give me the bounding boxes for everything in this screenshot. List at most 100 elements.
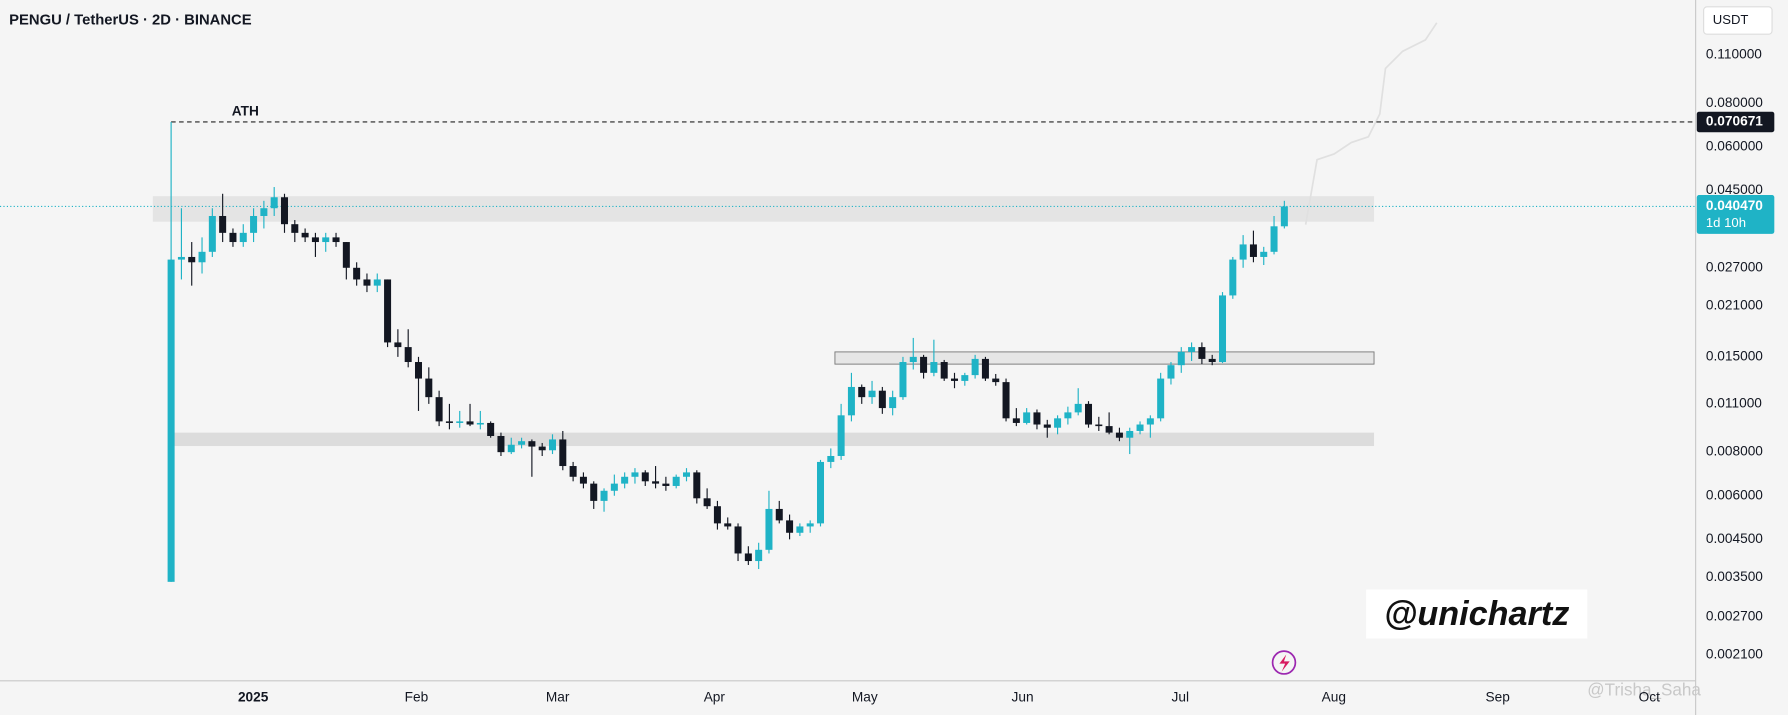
candle-body [188, 256, 196, 263]
candle-body [1229, 259, 1237, 296]
candle-body [1043, 424, 1051, 428]
candle-body [363, 279, 371, 286]
candle-body [260, 208, 268, 216]
ath-price-label: 0.070671 [1706, 114, 1763, 129]
candle-body [1012, 418, 1020, 423]
candle-body [992, 378, 1000, 383]
candle-body [961, 375, 969, 381]
candle-body [1188, 347, 1196, 352]
candle-body [806, 523, 814, 527]
candle-body [940, 362, 948, 379]
x-tick-label: 2025 [238, 689, 269, 704]
candle-body [600, 490, 608, 501]
candle-body [208, 215, 216, 252]
candle-body [1074, 403, 1082, 413]
candle-body [641, 472, 649, 482]
candle-body [682, 472, 691, 477]
y-tick-label: 0.011000 [1706, 395, 1762, 410]
candle-body [476, 422, 484, 425]
candle-body [744, 553, 752, 562]
chart-title: PENGU / TetherUS · 2D · BINANCE [9, 12, 252, 28]
candle-body [414, 362, 423, 379]
candle-body [590, 483, 598, 501]
candle-body [425, 378, 433, 398]
candle-body [342, 242, 350, 268]
candle-body [1115, 432, 1123, 438]
candle-body [1064, 412, 1072, 419]
candle-body [1085, 403, 1093, 425]
y-tick-label: 0.006000 [1706, 487, 1763, 502]
candle-body [950, 378, 959, 381]
y-tick-label: 0.060000 [1706, 138, 1763, 153]
candle-body [1208, 358, 1216, 363]
candle-body [250, 215, 258, 233]
y-tick-label: 0.080000 [1706, 95, 1763, 110]
candle-body [786, 520, 794, 533]
candle-body [775, 508, 783, 521]
candle-body [724, 523, 732, 527]
y-tick-label: 0.110000 [1706, 47, 1762, 62]
y-tick-label: 0.002100 [1706, 646, 1763, 661]
logo-icon [1271, 650, 1297, 675]
candle-body [1033, 412, 1041, 425]
y-tick-label: 0.003500 [1706, 569, 1763, 584]
candle-body [610, 483, 618, 491]
x-tick-label: May [852, 689, 878, 704]
candle-body [177, 256, 185, 260]
candle-body [1219, 295, 1227, 363]
candle-body [1198, 347, 1206, 359]
candle-body [1239, 244, 1247, 260]
candle-body [569, 466, 577, 477]
candle-body [1136, 424, 1144, 431]
logo-bolt [1279, 654, 1290, 672]
candle-body [198, 251, 206, 263]
candle-body [1260, 251, 1268, 257]
candle-body [394, 342, 402, 348]
candle-body [353, 267, 361, 280]
support-zone [152, 196, 1375, 222]
candle-body [1280, 206, 1288, 227]
candle-body [384, 279, 392, 343]
ath-price-box [1696, 111, 1775, 133]
candle-body [1167, 365, 1175, 379]
candle-body [507, 444, 515, 453]
candle-body [1105, 426, 1113, 433]
candle-body [538, 446, 546, 451]
y-tick-label: 0.004500 [1706, 531, 1763, 546]
x-tick-label: Mar [546, 689, 570, 704]
candle-body [548, 439, 557, 451]
candle-body [889, 397, 897, 409]
candle-body [404, 347, 412, 363]
candle-body [971, 358, 979, 376]
candle-body [765, 508, 773, 550]
candle-body [899, 362, 907, 398]
candle-body [816, 461, 825, 524]
countdown-label: 1d 10h [1706, 215, 1746, 230]
candle-body [693, 472, 701, 499]
candle-body [435, 397, 443, 422]
candle-body [631, 472, 639, 477]
candle-body [239, 232, 247, 243]
last-price-label: 0.040470 [1706, 198, 1763, 213]
candle-body [734, 526, 742, 554]
x-tick-label: Aug [1322, 689, 1346, 704]
candle-body [373, 279, 381, 286]
last-price-box [1696, 195, 1775, 234]
candle-body [518, 441, 526, 445]
candle-body [827, 455, 835, 462]
candle-body [322, 237, 330, 243]
candle-body [1177, 351, 1185, 366]
candle-body [1095, 424, 1103, 427]
x-tick-label: Apr [704, 689, 726, 704]
candle-body [466, 421, 474, 425]
candle-body [672, 476, 680, 486]
projection-ghost [1304, 22, 1438, 225]
candle-body [1146, 418, 1154, 425]
ath-label: ATH [232, 103, 259, 118]
x-tick-label: Oct [1639, 689, 1660, 704]
watermark-box [1366, 589, 1588, 639]
candle-body [559, 439, 567, 467]
candle-body [652, 481, 660, 484]
x-tick-label: Feb [405, 689, 429, 704]
